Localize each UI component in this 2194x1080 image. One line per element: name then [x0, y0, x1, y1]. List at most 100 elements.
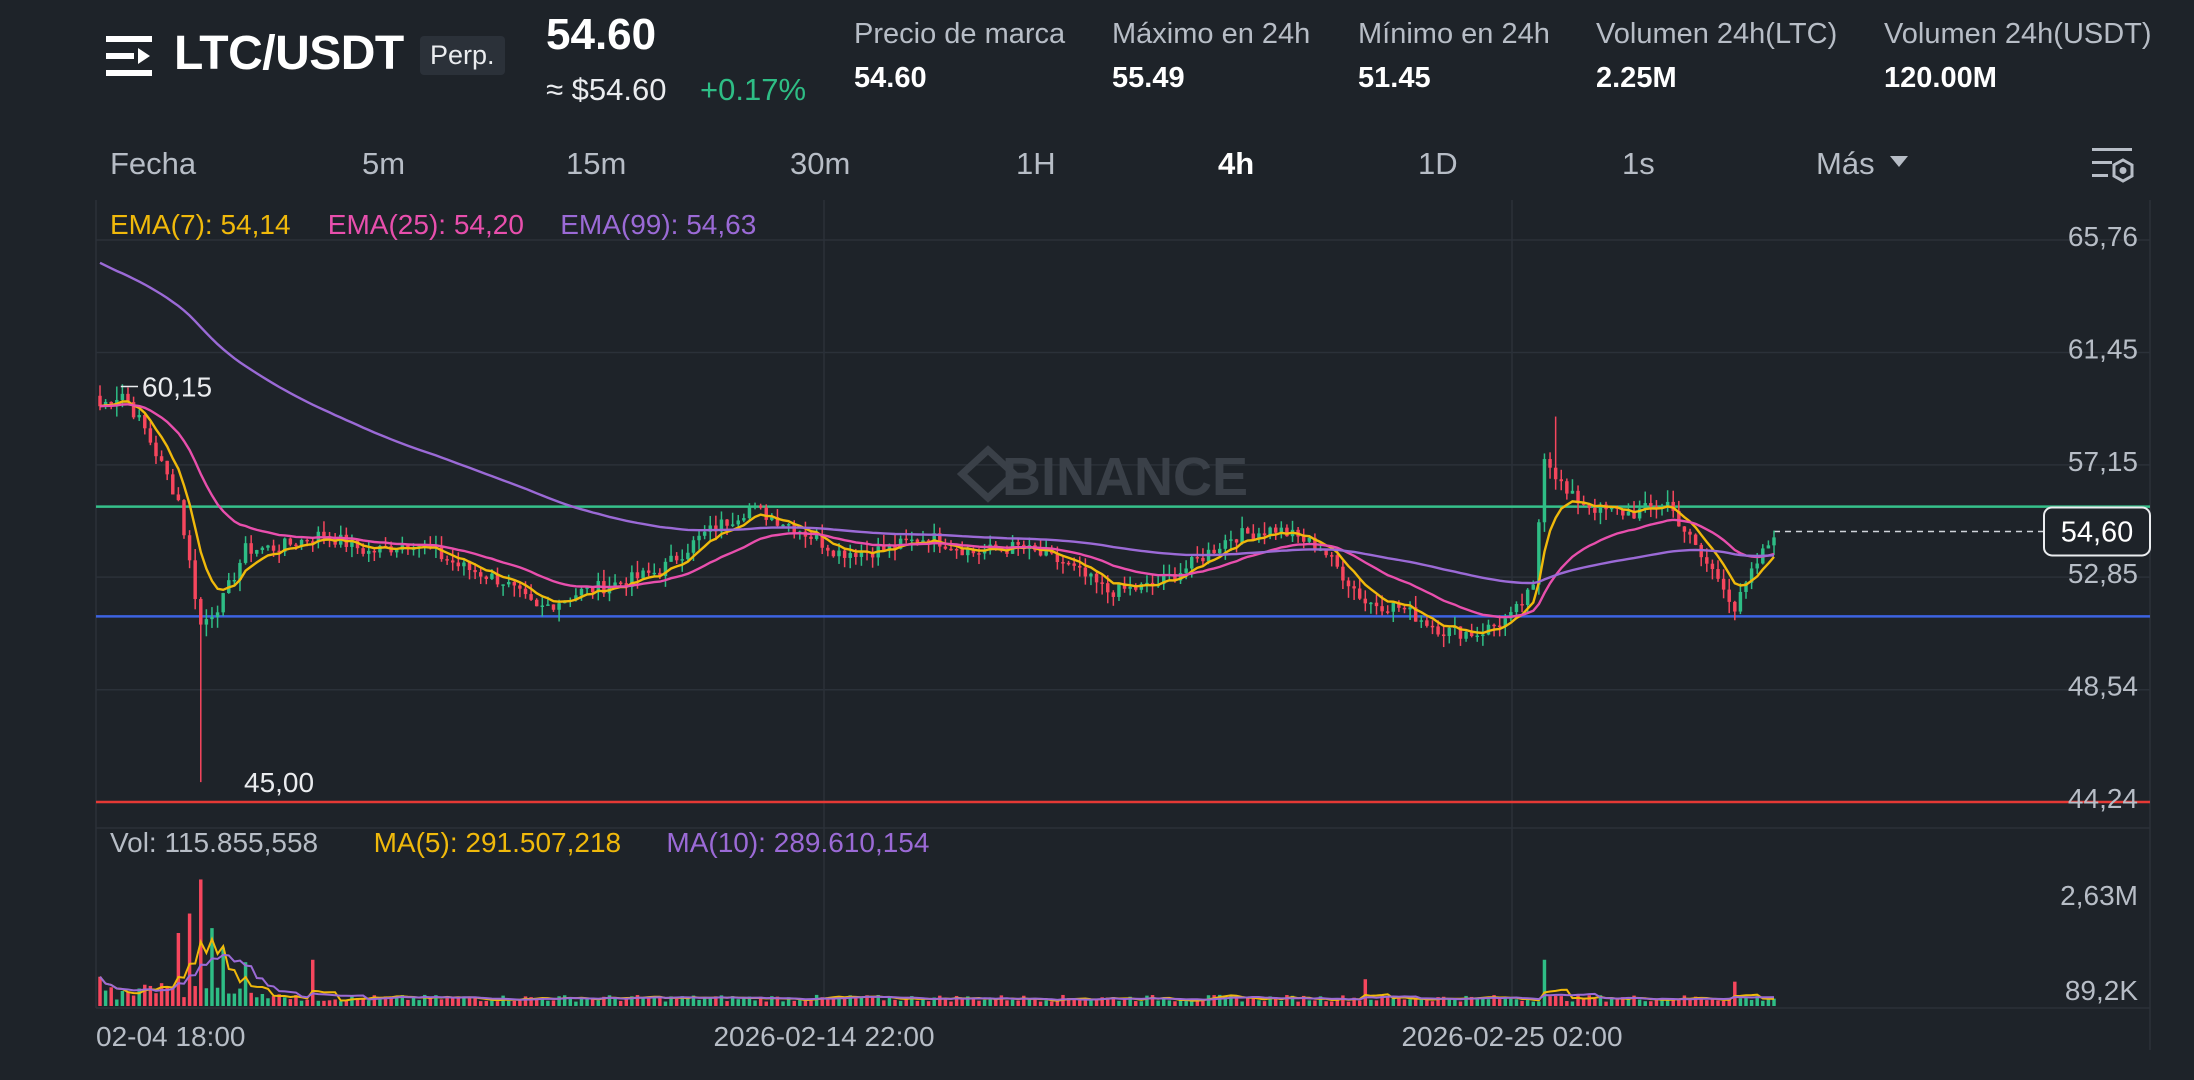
volume-bar: [753, 1000, 757, 1006]
tab-1h[interactable]: 1H: [1016, 146, 1056, 181]
candle-body: [495, 573, 500, 585]
candle-body: [882, 546, 886, 551]
tab-1d[interactable]: 1D: [1418, 146, 1458, 181]
volume-bar: [417, 1000, 421, 1006]
volume-bar: [999, 995, 1004, 1006]
volume-bar: [1464, 995, 1468, 1006]
tab-1s[interactable]: 1s: [1622, 146, 1655, 181]
candle-body: [372, 550, 377, 553]
candle-body: [1374, 602, 1379, 607]
candle-body: [1016, 542, 1020, 545]
candle-body: [260, 547, 265, 551]
candle-body: [154, 442, 158, 457]
volume-bar: [490, 1000, 494, 1006]
candle-body: [697, 535, 701, 541]
volume-bar: [708, 997, 712, 1006]
candle-body: [837, 550, 841, 557]
tab-4h[interactable]: 4h: [1218, 146, 1255, 181]
candle-body: [1497, 625, 1502, 628]
volume-bar: [837, 997, 841, 1006]
candle-body: [1055, 553, 1060, 563]
candle-body: [764, 507, 768, 520]
candle-body: [294, 544, 298, 547]
volume-bar: [1458, 1001, 1463, 1006]
volume-bar: [1318, 996, 1323, 1006]
candle-body: [1111, 592, 1116, 597]
candle-body: [159, 456, 164, 461]
volume-bar: [1525, 998, 1530, 1006]
volume-bar: [1632, 995, 1636, 1006]
candle-body: [1117, 583, 1121, 597]
volume-bar: [814, 994, 819, 1006]
candle-body: [770, 517, 774, 520]
volume-bar: [1542, 959, 1547, 1006]
tab-5m[interactable]: 5m: [362, 146, 406, 181]
candle-body: [176, 494, 181, 501]
candle-body: [775, 517, 780, 526]
candle-body: [1083, 567, 1088, 577]
tab-15m[interactable]: 15m: [566, 146, 627, 181]
low-label: 45,00: [244, 767, 314, 798]
candle-body: [109, 401, 113, 406]
candle-body: [1385, 611, 1390, 613]
volume-bar: [1565, 1001, 1569, 1006]
volume-bar: [372, 995, 377, 1006]
volume-bar: [210, 928, 214, 1006]
candle-body: [1044, 550, 1048, 556]
candle-body: [725, 519, 729, 526]
candle-body: [1677, 510, 1681, 527]
candle-body: [1682, 526, 1687, 532]
tab-more[interactable]: Más: [1816, 146, 1875, 181]
volume-bar: [1022, 995, 1026, 1006]
volume-bar: [932, 997, 936, 1006]
volume-bar: [1621, 997, 1625, 1006]
candle-body: [445, 559, 449, 561]
tab-30m[interactable]: 30m: [790, 146, 851, 181]
candle-body: [1341, 566, 1345, 581]
candle-body: [1363, 598, 1368, 604]
candle-body: [367, 550, 371, 554]
ema-legend-item: EMA(99): 54,63: [560, 209, 756, 240]
candle-body: [1391, 602, 1396, 612]
volume-bar: [910, 996, 914, 1006]
tab-fecha[interactable]: Fecha: [110, 146, 197, 181]
volume-bar: [893, 999, 897, 1006]
volume-bar: [98, 976, 102, 1006]
candle-body: [1553, 467, 1558, 480]
volume-bar: [926, 1001, 931, 1006]
candle-body: [1581, 503, 1586, 505]
volume-bar: [1279, 1000, 1284, 1006]
volume-bar: [1257, 1000, 1261, 1006]
candle-body: [1609, 507, 1614, 510]
volume-bar: [1184, 1000, 1188, 1006]
volume-bar: [1581, 999, 1586, 1006]
candle-body: [1408, 607, 1412, 610]
menu-icon[interactable]: [106, 34, 152, 78]
volume-bar: [428, 998, 433, 1006]
candle-body: [1475, 635, 1480, 638]
chart-settings-icon[interactable]: [2090, 144, 2134, 186]
volume-bar: [1733, 981, 1737, 1006]
pair-title[interactable]: LTC/USDT: [174, 27, 404, 80]
candle-body: [971, 548, 976, 554]
price-tick-label: 48,54: [2068, 671, 2138, 702]
volume-bar: [831, 996, 836, 1006]
volume-bar: [1010, 999, 1015, 1006]
usd-price: ≈ $54.60: [546, 72, 667, 107]
volume-ma5-line: [99, 936, 1775, 1002]
volume-bar: [1234, 996, 1239, 1006]
volume-bar: [1335, 1000, 1340, 1006]
volume-bar: [719, 995, 724, 1006]
candle-body: [277, 550, 281, 553]
candle-body: [1710, 563, 1715, 570]
volume-bar: [1162, 997, 1166, 1006]
candle-body: [1621, 508, 1625, 516]
volume-bar: [585, 999, 589, 1006]
stat-mark-price-value: 54.60: [854, 62, 927, 94]
candle-body: [613, 582, 617, 587]
volume-bar: [1139, 1001, 1144, 1006]
stat-vol-ltc-label: Volumen 24h(LTC): [1596, 18, 1838, 50]
volume-bar: [283, 997, 287, 1006]
chevron-down-icon[interactable]: [1890, 156, 1908, 167]
